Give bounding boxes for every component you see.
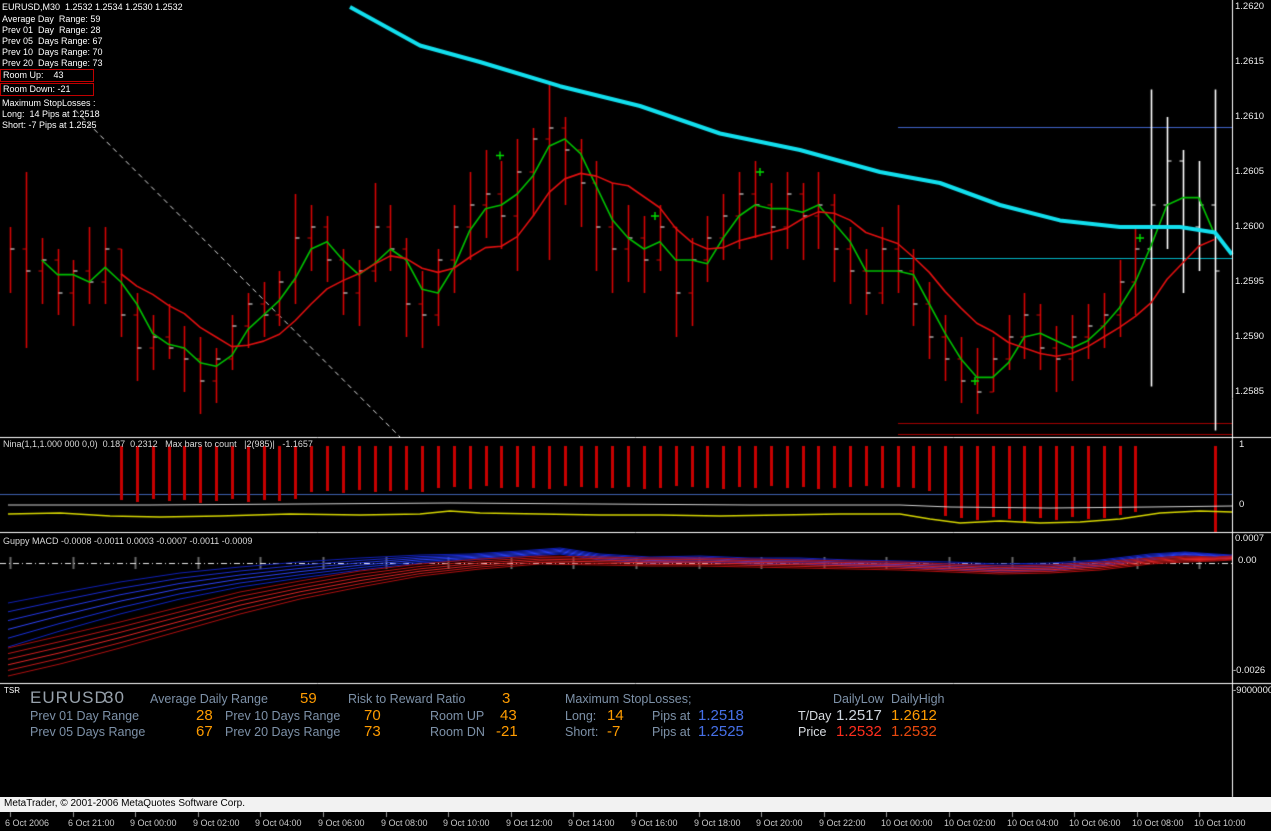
tsr-adr-value: 59 [300,690,317,707]
price-axis-label: 1.2605 [1235,166,1265,177]
tsr-indicator-tag: TSR [4,686,20,695]
time-axis-label: 9 Oct 02:00 [193,818,240,828]
tsr-pips1-value: 1.2518 [698,707,744,724]
time-axis-label: 10 Oct 02:00 [944,818,996,828]
tsr-rr-label: Risk to Reward Ratio [348,692,466,706]
tsr-price-value1: 1.2532 [836,723,882,740]
tsr-roomdn-value: -21 [496,723,518,740]
time-axis-label: 10 Oct 00:00 [881,818,933,828]
tsr-price-label: Price [798,725,827,739]
time-axis-label: 9 Oct 04:00 [255,818,302,828]
prev20-range-line: Prev 20 Days Range: 73 [2,58,103,68]
tsr-p20-value: 73 [364,723,381,740]
tsr-short-value: -7 [607,723,621,740]
time-axis[interactable]: 6 Oct 2006 6 Oct 21:00 9 Oct 00:00 9 Oct 02… [0,812,1271,831]
short-stop-line: Short: -7 Pips at 1.2525 [2,120,97,130]
nina-indicator-label: Nina(1,1,1.000 000 0,0) 0.187 0.2312 Max… [3,439,313,449]
avg-day-range-line: Average Day Range: 59 [2,14,101,24]
tsr-tday-label: T/Day [798,709,832,723]
price-axis[interactable]: 1.2620 1.2615 1.2610 1.2605 1.2600 1.2595 1.25… [1233,0,1271,797]
tsr-long-value: 14 [607,707,624,724]
guppy-axis-bottom: -0.0026 [1233,665,1266,676]
statusbar: MetaTrader, © 2001-2006 MetaQuotes Softw… [0,797,1271,812]
tsr-long-label: Long: [565,709,597,723]
nina-axis-zero: 0 [1239,499,1245,510]
time-axis-label: 9 Oct 18:00 [694,818,741,828]
prev05-range-line: Prev 05 Days Range: 67 [2,36,103,46]
tsr-p20-label: Prev 20 Days Range [225,725,341,739]
tsr-p05-value: 67 [196,723,213,740]
tsr-pips2-label: Pips at [652,725,691,739]
price-axis-label: 1.2595 [1235,276,1265,287]
tsr-pips1-label: Pips at [652,709,691,723]
tsr-roomup-value: 43 [500,707,517,724]
time-axis-label: 9 Oct 10:00 [443,818,490,828]
time-axis-label: 9 Oct 22:00 [819,818,866,828]
tsr-price-value2: 1.2532 [891,723,937,740]
ohlc-title: EURUSD,M30 1.2532 1.2534 1.2530 1.2532 [2,2,183,12]
max-stoplosses-line: Maximum StopLosses : [2,98,96,108]
tsr-msl-label: Maximum StopLosses; [565,692,692,706]
time-axis-label: 10 Oct 06:00 [1069,818,1121,828]
prev01-range-line: Prev 01 Day Range: 28 [2,25,101,35]
time-axis-label: 9 Oct 12:00 [506,818,553,828]
time-axis-label: 9 Oct 16:00 [631,818,678,828]
tsr-tday-high: 1.2612 [891,707,937,724]
tsr-panel: TSR EURUSD 30 Average Daily Range 59 Ris… [0,684,1232,797]
room-down-box: Room Down: -21 [0,83,94,96]
time-axis-label: 10 Oct 08:00 [1132,818,1184,828]
price-axis-label: 1.2590 [1235,331,1265,342]
time-axis-label: 9 Oct 00:00 [130,818,177,828]
tsr-adr-label: Average Daily Range [150,692,268,706]
guppy-indicator-label: Guppy MACD -0.0008 -0.0011 0.0003 -0.000… [3,536,253,546]
price-axis-label: 1.2585 [1235,386,1265,397]
price-axis-label: 1.2600 [1235,221,1265,232]
tsr-p10-value: 70 [364,707,381,724]
long-stop-line: Long: 14 Pips at 1.2518 [2,109,100,119]
room-up-box: Room Up: 43 [0,69,94,82]
tsr-short-label: Short: [565,725,599,739]
tsr-roomup-label: Room UP [430,709,485,723]
time-axis-label: 6 Oct 21:00 [68,818,115,828]
time-axis-label: 10 Oct 04:00 [1007,818,1059,828]
time-axis-label: 9 Oct 08:00 [381,818,428,828]
time-axis-label: 9 Oct 06:00 [318,818,365,828]
price-axis-label: 1.2615 [1235,56,1265,67]
guppy-axis-top: 0.0007 [1235,533,1265,544]
time-axis-label: 10 Oct 10:00 [1194,818,1246,828]
tsr-dailyhigh-label: DailyHigh [891,692,945,706]
prev10-range-line: Prev 10 Days Range: 70 [2,47,103,57]
copyright-text: MetaTrader, © 2001-2006 MetaQuotes Softw… [4,798,246,809]
time-axis-label: 9 Oct 14:00 [568,818,615,828]
price-axis-label: 1.2610 [1235,111,1265,122]
tsr-pips2-value: 1.2525 [698,723,744,740]
time-axis-label: 9 Oct 20:00 [756,818,803,828]
tsr-p01-label: Prev 01 Day Range [30,709,140,723]
tsr-p05-label: Prev 05 Days Range [30,725,146,739]
tsr-rr-value: 3 [502,690,511,707]
price-axis-label: 1.2620 [1235,1,1265,12]
tsr-axis-value: -9000000 [1233,685,1271,696]
time-axis-label: 6 Oct 2006 [5,818,50,828]
tsr-roomdn-label: Room DN [430,725,485,739]
tsr-period: 30 [104,688,125,707]
nina-axis-one: 1 [1239,439,1245,450]
guppy-axis-zero: 0.00 [1238,555,1257,566]
tsr-p10-label: Prev 10 Days Range [225,709,341,723]
tsr-p01-value: 28 [196,707,213,724]
tsr-tday-low: 1.2517 [836,707,882,724]
tsr-symbol: EURUSD [30,688,108,707]
tsr-dailylow-label: DailyLow [833,692,884,706]
